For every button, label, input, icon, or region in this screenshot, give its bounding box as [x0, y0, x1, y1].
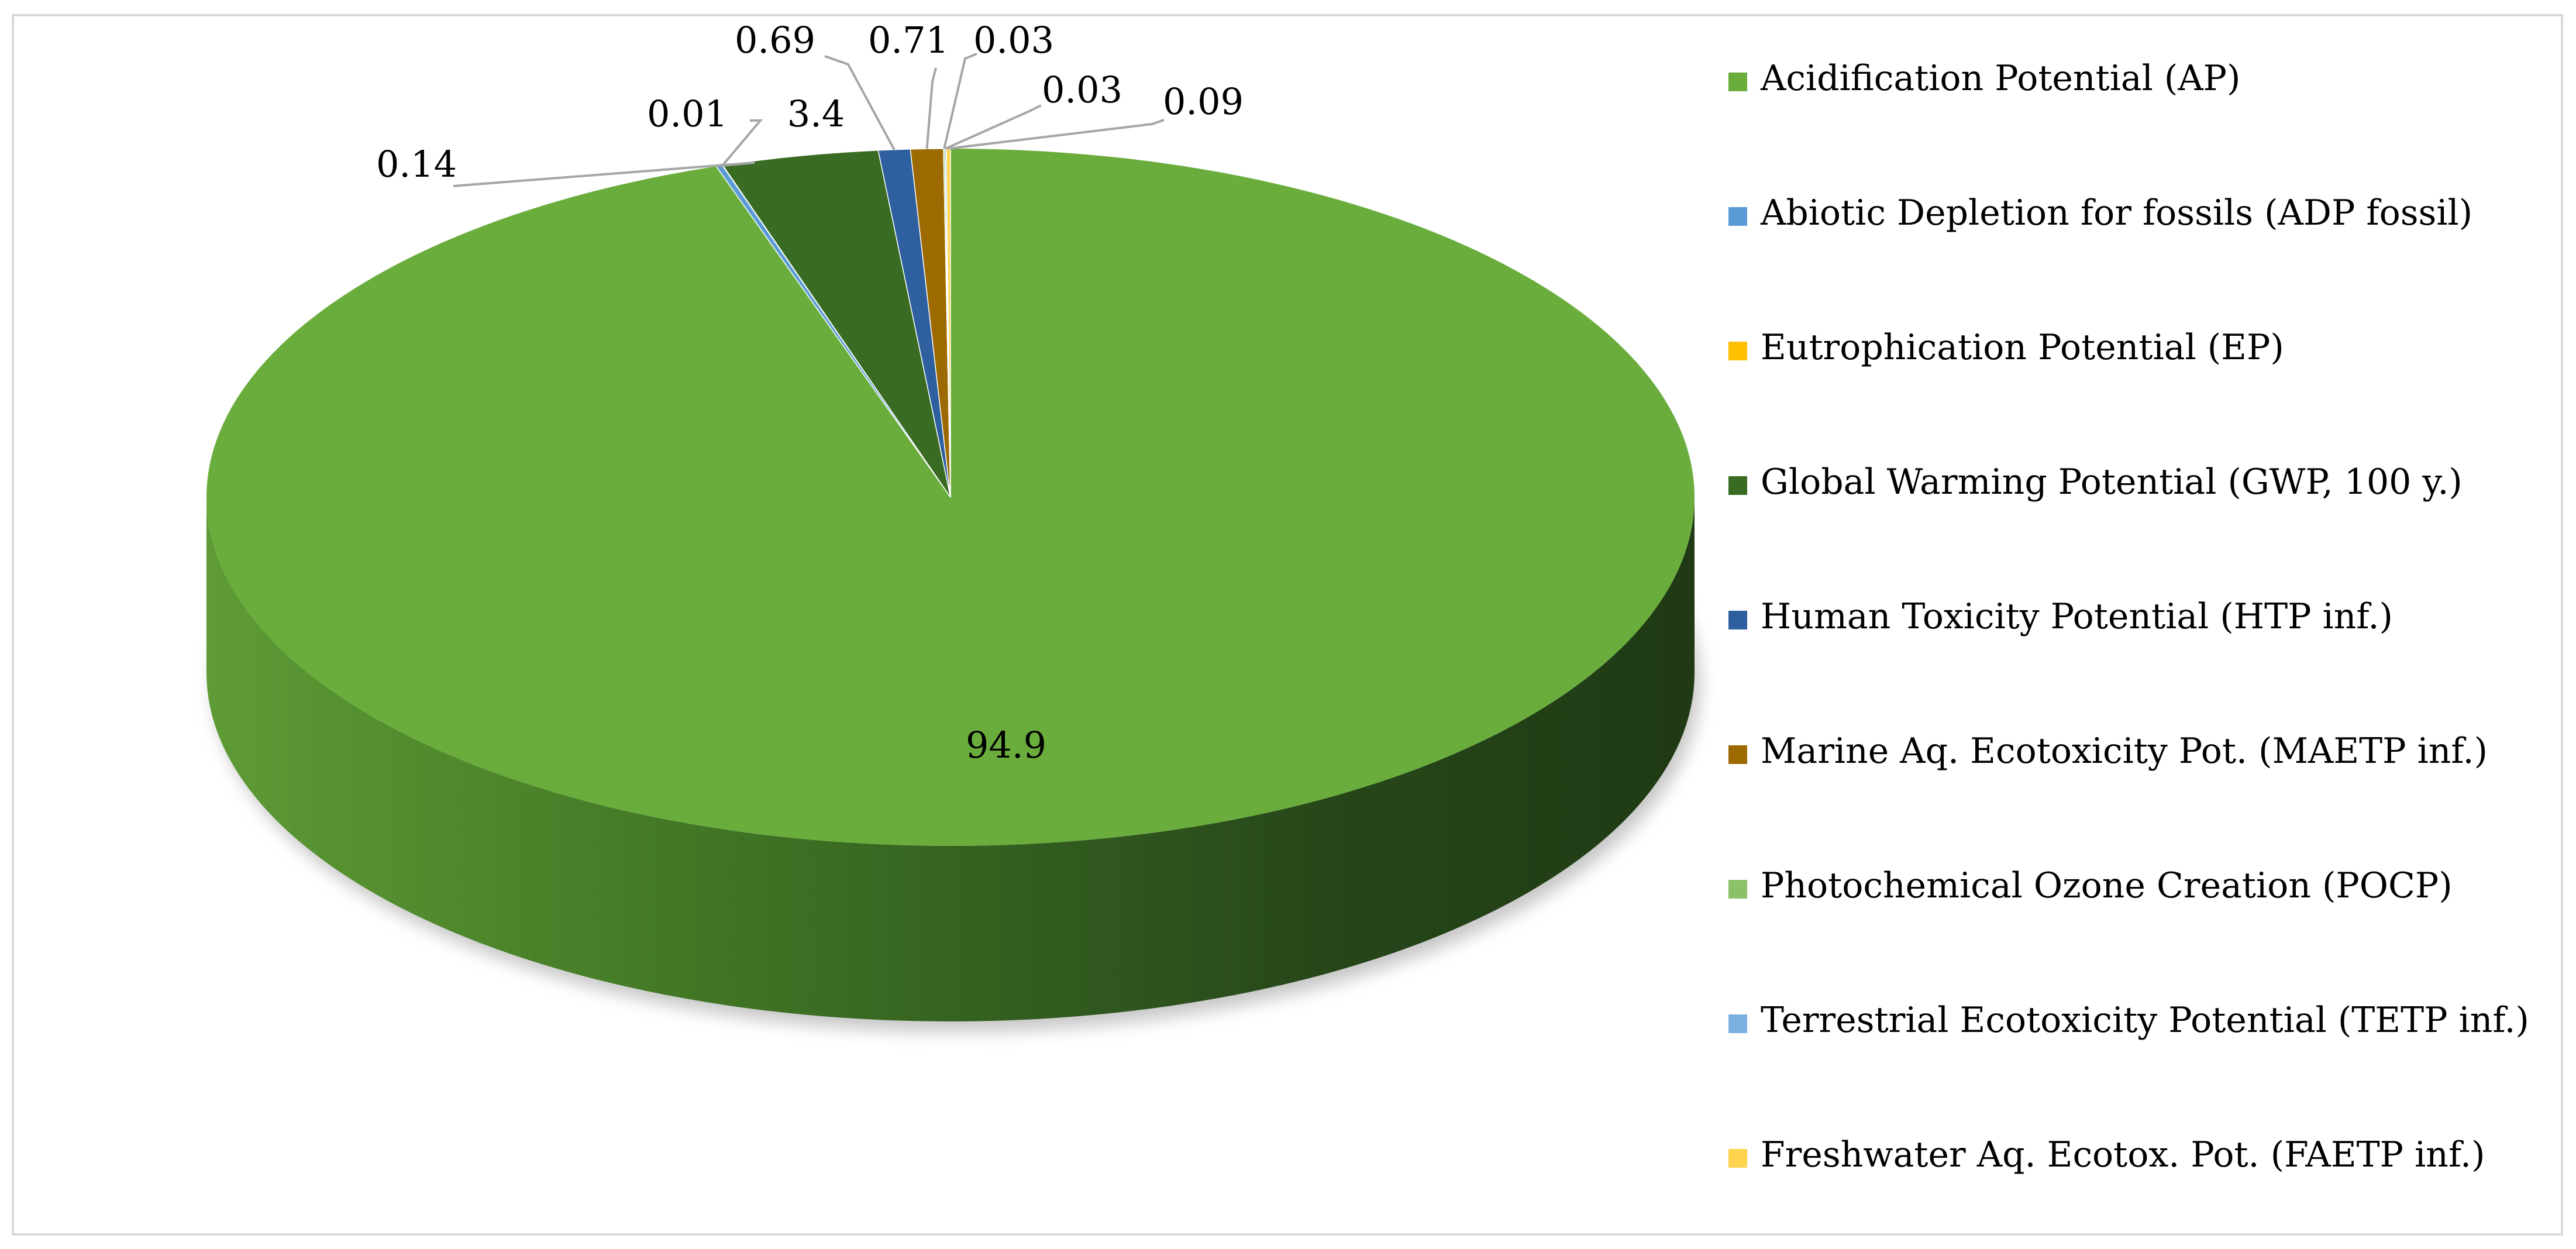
legend-swatch [1728, 745, 1747, 764]
legend-label: Abiotic Depletion for fossils (ADP fossi… [1760, 192, 2472, 233]
data-label-terrestrial-ecotoxicity-potential-tetp-inf: 0.03 [1042, 68, 1122, 111]
data-label-global-warming-potential-gwp-100-y: 3.4 [787, 92, 845, 135]
data-label-acidification-potential-ap: 94.9 [966, 724, 1046, 766]
legend-label: Terrestrial Ecotoxicity Potential (TETP … [1761, 1000, 2529, 1041]
legend-item-terrestrial-ecotoxicity-potential-tetp-inf: Terrestrial Ecotoxicity Potential (TETP … [1728, 1000, 2529, 1041]
data-labels: 94.9 0.14 0.01 3.4 0.69 0.71 0.03 0.03 0.09 [376, 19, 1244, 766]
legend-item-global-warming-potential-gwp-100-y: Global Warming Potential (GWP, 100 y.) [1728, 462, 2463, 503]
legend-swatch [1728, 880, 1747, 899]
legend-swatch [1728, 1149, 1747, 1168]
legend-label: Freshwater Aq. Ecotox. Pot. (FAETP inf.) [1761, 1134, 2485, 1175]
legend-label: Acidification Potential (AP) [1760, 58, 2240, 99]
leader-line-photochemical-ozone-creation-pocp [943, 53, 977, 149]
legend-swatch [1728, 476, 1747, 495]
data-label-abiotic-depletion-for-fossils-adp-fossil: 0.14 [376, 143, 457, 185]
data-label-freshwater-aq-ecotox-pot-faetp-inf: 0.09 [1163, 80, 1244, 123]
legend-swatch [1728, 73, 1747, 91]
legend-item-photochemical-ozone-creation-pocp: Photochemical Ozone Creation (POCP) [1728, 865, 2453, 906]
legend-item-human-toxicity-potential-htp-inf: Human Toxicity Potential (HTP inf.) [1728, 596, 2393, 637]
legend-swatch [1728, 611, 1747, 629]
legend: Acidification Potential (AP) Abiotic Depl… [1728, 58, 2529, 1175]
legend-item-acidification-potential-ap: Acidification Potential (AP) [1728, 58, 2240, 99]
data-label-marine-aq-ecotoxicity-pot-maetp-inf: 0.71 [868, 19, 949, 61]
data-label-human-toxicity-potential-htp-inf: 0.69 [735, 19, 815, 61]
legend-swatch [1728, 207, 1747, 226]
leader-line-marine-aq-ecotoxicity-pot-maetp-inf [925, 67, 937, 149]
leader-line-terrestrial-ecotoxicity-potential-tetp-inf [945, 104, 1042, 150]
leader-line-eutrophication-potential-ep [721, 119, 763, 166]
leader-line-abiotic-depletion-for-fossils-adp-fossil [453, 161, 755, 187]
legend-swatch [1728, 342, 1747, 360]
legend-item-eutrophication-potential-ep: Eutrophication Potential (EP) [1728, 327, 2284, 368]
legend-label: Eutrophication Potential (EP) [1761, 327, 2284, 368]
leader-line-human-toxicity-potential-htp-inf [824, 55, 896, 150]
legend-swatch [1728, 1014, 1747, 1033]
legend-label: Global Warming Potential (GWP, 100 y.) [1761, 462, 2463, 503]
legend-item-freshwater-aq-ecotox-pot-faetp-inf: Freshwater Aq. Ecotox. Pot. (FAETP inf.) [1728, 1134, 2485, 1175]
legend-item-abiotic-depletion-for-fossils-adp-fossil: Abiotic Depletion for fossils (ADP fossi… [1728, 192, 2472, 233]
pie-side-wall [206, 497, 1695, 1021]
data-label-photochemical-ozone-creation-pocp: 0.03 [973, 19, 1054, 61]
pie-layer [206, 148, 1700, 1032]
data-label-eutrophication-potential-ep: 0.01 [647, 92, 728, 135]
legend-label: Marine Aq. Ecotoxicity Pot. (MAETP inf.) [1761, 731, 2488, 772]
legend-label: Human Toxicity Potential (HTP inf.) [1761, 596, 2393, 637]
legend-item-marine-aq-ecotoxicity-pot-maetp-inf: Marine Aq. Ecotoxicity Pot. (MAETP inf.) [1728, 731, 2488, 772]
leader-line-freshwater-aq-ecotox-pot-faetp-inf [948, 119, 1165, 150]
legend-label: Photochemical Ozone Creation (POCP) [1761, 865, 2453, 906]
